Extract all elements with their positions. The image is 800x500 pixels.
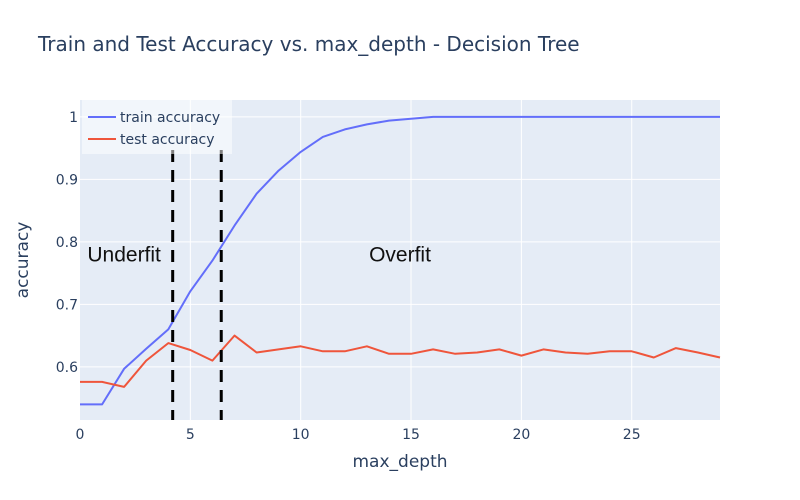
y-tick-label: 0.7 [56, 297, 78, 313]
legend[interactable]: train accuracy test accuracy [82, 100, 232, 154]
x-tick-labels: 0 5 10 15 20 25 [76, 427, 641, 443]
x-tick-label: 15 [402, 427, 420, 443]
y-axis-title: accuracy [13, 222, 33, 299]
y-tick-label: 1 [69, 110, 78, 126]
series-lines [80, 115, 721, 406]
chart-title: Train and Test Accuracy vs. max_depth - … [37, 32, 580, 56]
legend-label[interactable]: test accuracy [120, 132, 215, 148]
threshold-lines [171, 150, 223, 420]
x-tick-label: 0 [76, 427, 85, 443]
x-tick-label: 25 [623, 427, 641, 443]
y-tick-labels: 0.6 0.7 0.8 0.9 1 [56, 110, 78, 376]
annotations: Underfit Overfit [87, 243, 431, 266]
x-tick-label: 10 [292, 427, 310, 443]
y-tick-label: 0.6 [56, 360, 78, 376]
y-tick-label: 0.8 [56, 235, 78, 251]
annotation-underfit: Underfit [87, 243, 161, 266]
x-tick-label: 5 [186, 427, 195, 443]
train-accuracy-line [80, 115, 720, 406]
legend-box [82, 100, 232, 154]
x-tick-label: 20 [512, 427, 530, 443]
legend-label[interactable]: train accuracy [120, 110, 220, 126]
y-tick-label: 0.9 [56, 172, 78, 188]
test-accuracy-line [80, 334, 721, 388]
annotation-overfit: Overfit [369, 243, 431, 266]
x-axis-title: max_depth [352, 452, 447, 472]
